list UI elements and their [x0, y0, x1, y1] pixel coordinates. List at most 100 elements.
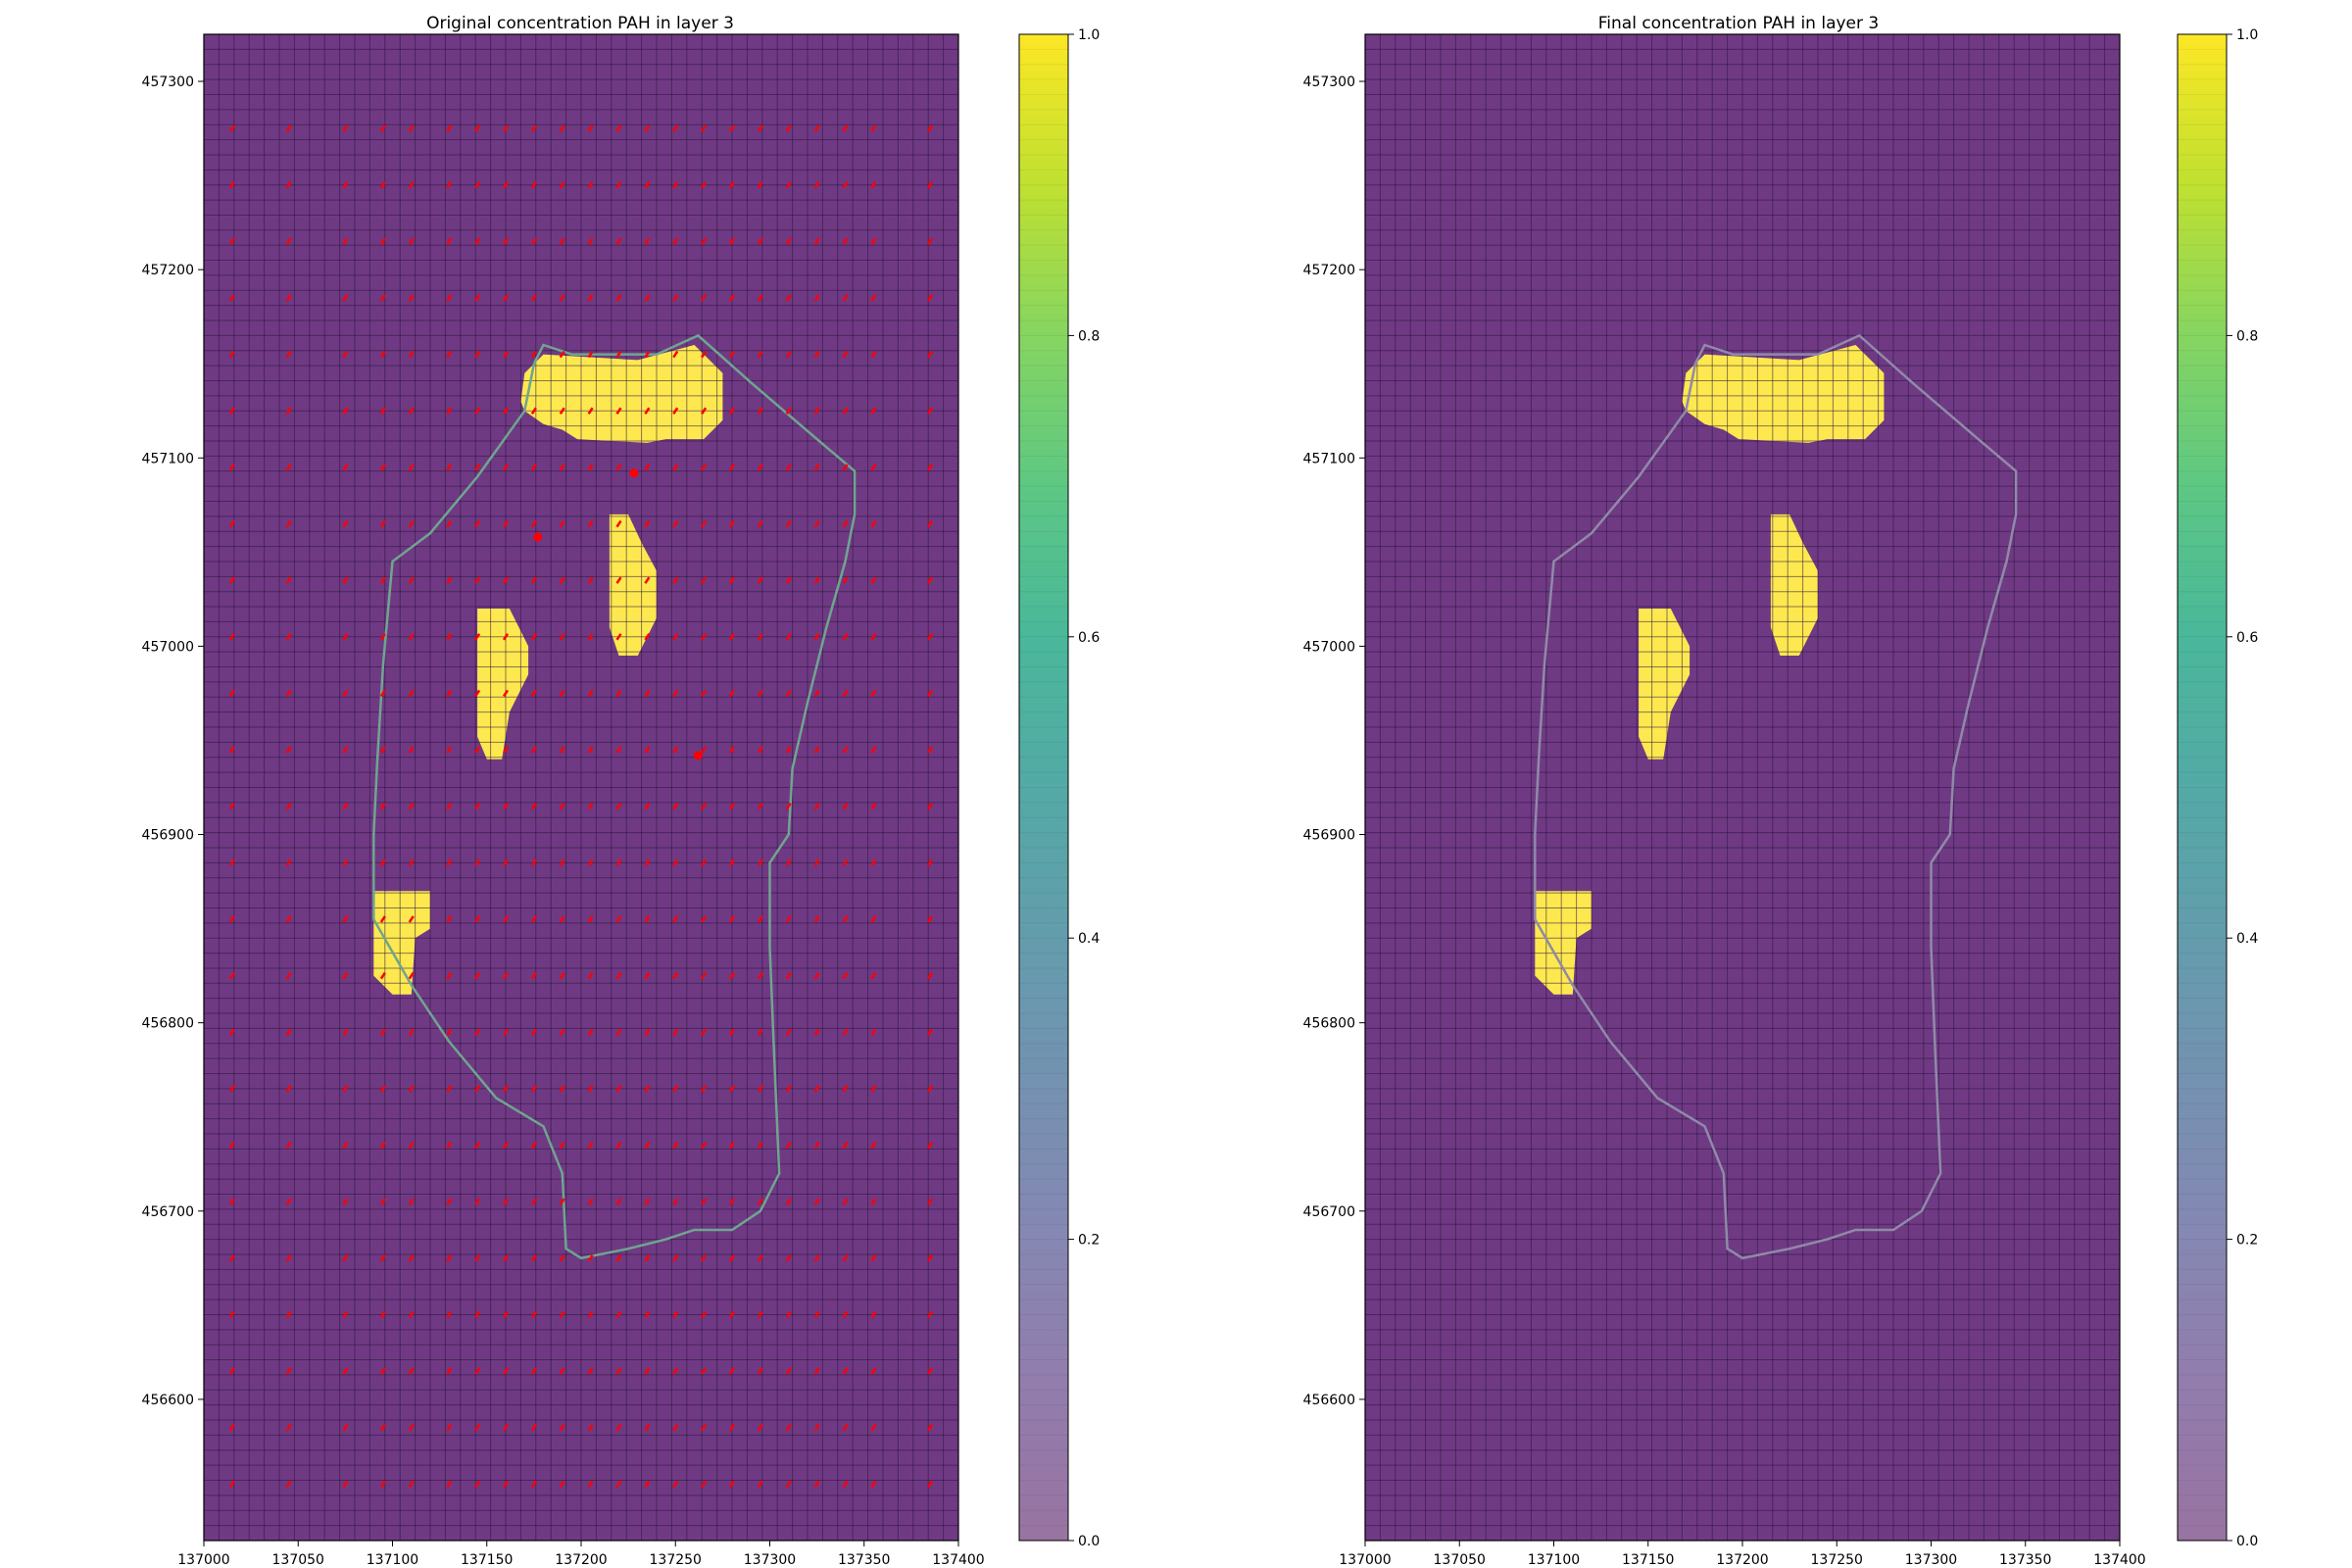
y-tick-label: 457000 [142, 639, 194, 655]
velocity-marker [446, 1141, 453, 1150]
velocity-marker [342, 576, 349, 584]
high-concentration-zone-2 [609, 514, 657, 656]
velocity-marker [285, 464, 292, 471]
velocity-marker [408, 1424, 415, 1432]
velocity-marker [587, 237, 594, 246]
velocity-marker [559, 1141, 565, 1150]
velocity-marker [379, 237, 386, 246]
velocity-marker [728, 803, 736, 810]
velocity-marker [559, 971, 565, 980]
velocity-marker [870, 350, 877, 359]
velocity-marker [672, 858, 679, 867]
velocity-marker [701, 1367, 708, 1375]
velocity-marker [728, 519, 736, 528]
velocity-marker [408, 689, 415, 698]
velocity-marker [870, 1141, 877, 1150]
velocity-marker [530, 519, 537, 528]
velocity-marker [701, 1480, 708, 1489]
velocity-marker [502, 350, 510, 359]
velocity-marker [474, 407, 481, 415]
velocity-marker [701, 971, 708, 980]
chart-title: Original concentration PAH in layer 3 [426, 14, 734, 33]
velocity-marker [342, 689, 349, 698]
velocity-marker [474, 1254, 481, 1262]
velocity-marker [842, 971, 849, 980]
velocity-marker [559, 1424, 565, 1432]
velocity-marker [757, 237, 763, 246]
velocity-marker [672, 746, 679, 754]
velocity-marker [757, 1198, 763, 1205]
velocity-marker [701, 576, 708, 584]
velocity-marker [446, 181, 453, 189]
velocity-marker [757, 746, 763, 754]
velocity-marker [285, 1367, 292, 1375]
velocity-marker [559, 576, 565, 584]
velocity-marker [502, 1198, 510, 1205]
velocity-marker [587, 915, 594, 923]
velocity-marker [502, 1480, 510, 1489]
velocity-marker [446, 633, 453, 641]
velocity-marker [530, 858, 537, 867]
velocity-marker [615, 1310, 622, 1319]
velocity-marker [870, 464, 877, 471]
velocity-marker [587, 407, 594, 415]
velocity-marker [644, 915, 651, 923]
velocity-marker [530, 407, 537, 415]
velocity-marker [644, 803, 651, 810]
colorbar-tick-label: 0.6 [1078, 630, 1100, 646]
velocity-marker [379, 971, 386, 980]
colorbar-tick-label: 1.0 [2236, 27, 2258, 43]
velocity-marker [446, 803, 453, 810]
velocity-marker [559, 1367, 565, 1375]
velocity-marker [644, 519, 651, 528]
velocity-marker [408, 181, 415, 189]
velocity-marker [813, 746, 820, 754]
original-concentration-panel: Original concentration PAH in layer 3 13… [142, 14, 1101, 1568]
velocity-marker [728, 1028, 736, 1036]
velocity-marker [530, 746, 537, 754]
velocity-marker [785, 294, 792, 302]
velocity-marker [927, 1310, 934, 1319]
velocity-marker [644, 1028, 651, 1036]
velocity-marker [285, 407, 292, 415]
velocity-marker [379, 689, 386, 698]
velocity-marker [672, 971, 679, 980]
velocity-marker [927, 124, 934, 132]
velocity-marker [842, 181, 849, 189]
velocity-marker [587, 1198, 594, 1205]
velocity-marker [785, 746, 792, 754]
velocity-marker [785, 689, 792, 698]
velocity-marker [408, 803, 415, 810]
velocity-marker [446, 1085, 453, 1093]
velocity-marker [757, 689, 763, 698]
velocity-marker [672, 1480, 679, 1489]
velocity-marker [842, 1141, 849, 1150]
velocity-marker [502, 181, 510, 189]
x-tick-label: 137050 [1434, 1552, 1486, 1568]
velocity-marker [228, 124, 235, 132]
velocity-marker [228, 1141, 235, 1150]
velocity-marker [644, 971, 651, 980]
x-tick-label: 137050 [272, 1552, 324, 1568]
velocity-marker [228, 350, 235, 359]
velocity-marker [587, 464, 594, 471]
velocity-marker [379, 1367, 386, 1375]
velocity-marker [785, 633, 792, 641]
velocity-marker [644, 237, 651, 246]
velocity-marker [842, 1028, 849, 1036]
velocity-marker [530, 1310, 537, 1319]
y-tick-label: 457300 [142, 74, 194, 90]
velocity-marker [285, 519, 292, 528]
velocity-marker [587, 1480, 594, 1489]
velocity-marker [228, 689, 235, 698]
colorbar-bands [2178, 33, 2227, 1542]
velocity-marker [927, 1254, 934, 1262]
velocity-marker [228, 1198, 235, 1205]
velocity-marker [672, 350, 679, 359]
velocity-marker [870, 294, 877, 302]
velocity-marker [502, 633, 510, 641]
velocity-marker [672, 407, 679, 415]
colorbar: 0.0 0.2 0.4 0.6 0.8 1.0 [2177, 27, 2258, 1549]
velocity-marker [728, 1198, 736, 1205]
colorbar-tick-label: 0.0 [1078, 1534, 1100, 1549]
